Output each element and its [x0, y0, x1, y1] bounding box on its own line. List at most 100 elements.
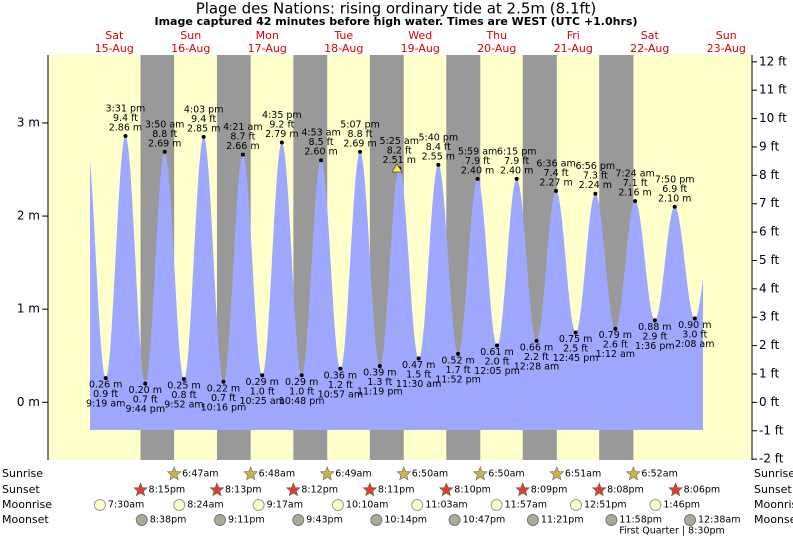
tide-label: 10:48 pm — [279, 396, 325, 407]
tide-label: 2.10 m — [658, 193, 691, 204]
y-tick-label: 1 m — [17, 302, 40, 316]
tide-label: 0.7 ft — [133, 395, 158, 406]
row-label: Moonset — [754, 513, 793, 526]
chart-subtitle: Image captured 42 minutes before high wa… — [155, 15, 638, 28]
tide-label: 8.7 ft — [230, 132, 255, 143]
y2-tick-label: 12 ft — [759, 54, 787, 68]
moonrise-time: 10:10am — [346, 500, 388, 511]
chart-title: Plage des Nations: rising ordinary tide … — [196, 0, 597, 18]
tide-label: 1.7 ft — [446, 365, 471, 376]
tide-label: 8.8 ft — [152, 129, 177, 140]
sunset-time: 8:10pm — [454, 485, 491, 496]
day-date: 23-Aug — [707, 42, 746, 55]
tide-label: 11:52 pm — [435, 374, 481, 385]
moonset-time: 9:11pm — [228, 515, 265, 526]
y-tick-label: 2 m — [17, 209, 40, 223]
tide-label: 0.8 ft — [171, 390, 196, 401]
low-tide-point — [416, 356, 421, 361]
tide-label: 2.2 ft — [524, 352, 549, 363]
moonrise-time: 9:17am — [267, 500, 303, 511]
y2-tick-label: 7 ft — [759, 196, 779, 210]
low-tide-point — [613, 326, 618, 331]
tide-label: 4:21 am — [223, 122, 262, 133]
sunset-icon — [668, 482, 683, 497]
low-tide-point — [534, 338, 539, 343]
tide-label: 0.20 m — [129, 385, 162, 396]
tide-label: 2.40 m — [500, 165, 533, 176]
tide-label: 2.51 m — [383, 155, 416, 166]
moonset-time: 10:14pm — [384, 515, 427, 526]
tide-label: 2.5 ft — [563, 343, 588, 354]
sunrise-icon — [319, 466, 335, 481]
day-date: 21-Aug — [554, 42, 593, 55]
low-tide-point — [377, 363, 382, 368]
high-tide-point — [593, 191, 598, 196]
day-date: 18-Aug — [324, 42, 363, 55]
day-date: 17-Aug — [248, 42, 287, 55]
tide-label: 1:36 pm — [635, 341, 675, 352]
row-label: Sunset — [2, 483, 40, 496]
sunset-time: 8:12pm — [301, 485, 338, 496]
moonset-icon — [292, 514, 305, 526]
high-tide-point — [672, 204, 677, 209]
tide-label: 7.3 ft — [583, 171, 608, 182]
sunset-icon — [591, 482, 607, 497]
sunset-icon — [515, 482, 531, 497]
day-name: Thu — [485, 29, 507, 42]
tide-label: 0.79 m — [599, 330, 632, 341]
sunset-time: 8:11pm — [378, 485, 415, 496]
tide-label: 0.75 m — [559, 334, 592, 345]
high-tide-point — [319, 158, 324, 163]
sunset-icon — [133, 482, 148, 497]
tide-label: 6:56 pm — [576, 161, 616, 172]
y2-tick-label: 10 ft — [759, 111, 787, 125]
sunrise-icon — [472, 466, 488, 481]
tide-label: 12:05 pm — [474, 366, 520, 377]
tide-label: 2.86 m — [109, 123, 142, 134]
y2-tick-label: 2 ft — [759, 338, 779, 352]
high-tide-point — [358, 149, 363, 154]
tide-label: 8.4 ft — [426, 142, 451, 153]
sunrise-icon — [625, 466, 641, 481]
tide-label: 1.0 ft — [289, 386, 314, 397]
moonset-icon — [214, 514, 227, 526]
tide-label: 2.16 m — [618, 188, 651, 199]
tide-label: 0.88 m — [638, 322, 671, 333]
y2-tick-label: 3 ft — [759, 310, 779, 324]
day-name: Mon — [256, 29, 279, 42]
tide-label: 1.3 ft — [367, 377, 392, 388]
moonrise-icon — [569, 499, 582, 511]
tide-label: 3:50 am — [145, 119, 184, 130]
low-tide-point — [456, 351, 461, 356]
tide-label: 1.2 ft — [328, 380, 353, 391]
y2-tick-label: 8 ft — [759, 168, 779, 182]
tide-label: 1.0 ft — [250, 386, 275, 397]
row-label: Sunset — [754, 483, 792, 496]
sunrise-time: 6:49am — [335, 469, 371, 480]
sunset-time: 8:08pm — [607, 485, 644, 496]
tide-label: 7.1 ft — [623, 178, 648, 189]
tide-area — [90, 136, 703, 430]
row-label: Moonrise — [2, 498, 52, 511]
tide-label: 0.7 ft — [211, 393, 236, 404]
low-tide-point — [181, 377, 186, 381]
tide-label: 5:40 pm — [418, 132, 458, 143]
tide-label: 2.9 ft — [642, 331, 667, 342]
y2-tick-label: 4 ft — [759, 281, 779, 295]
tide-label: 5:25 am — [380, 136, 419, 147]
tide-label: 7:50 pm — [655, 174, 695, 185]
y2-tick-label: -1 ft — [759, 423, 784, 437]
tide-label: 6.9 ft — [662, 184, 687, 195]
tide-label: 8.2 ft — [387, 146, 412, 157]
tide-label: 4:03 pm — [184, 104, 224, 115]
day-name: Tue — [333, 29, 353, 42]
day-name: Sun — [716, 29, 737, 42]
moonrise-icon — [252, 499, 265, 511]
tide-label: 10:16 pm — [201, 402, 247, 413]
sunrise-icon — [396, 466, 412, 481]
tide-label: 9:44 pm — [125, 404, 165, 415]
sunset-time: 8:15pm — [149, 485, 186, 496]
tide-label: 0.26 m — [89, 380, 122, 391]
tide-label: 2.6 ft — [603, 340, 628, 351]
tide-label: 2.55 m — [422, 151, 455, 162]
